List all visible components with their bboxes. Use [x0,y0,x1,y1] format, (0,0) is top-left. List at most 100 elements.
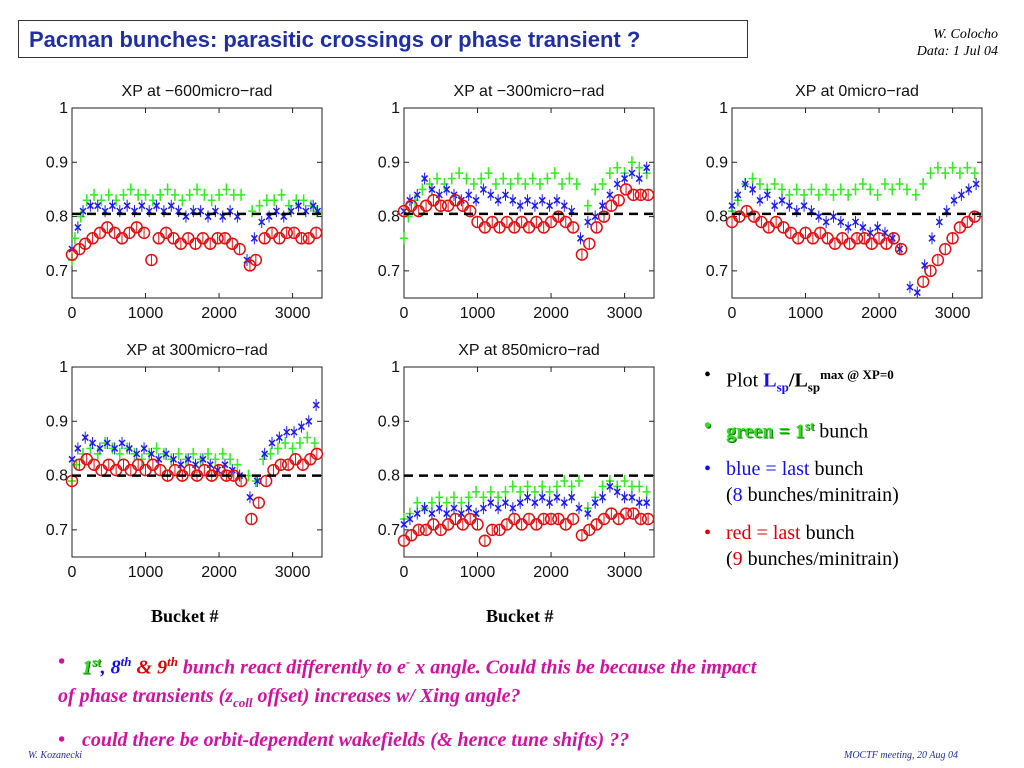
data-point-blue [606,480,614,493]
data-point-red [850,232,864,245]
data-point-blue [598,491,607,504]
data-point-green [814,188,823,201]
series-red [725,204,981,288]
first-bunch-sup: st [92,654,101,669]
legend-blue-paren: ( [726,484,733,507]
data-point-green [748,172,757,185]
data-point-green [572,178,581,190]
data-point-green [170,188,179,201]
data-point-green [97,194,106,207]
data-point-green [189,447,198,460]
data-point-blue [643,496,651,509]
y-tick-label: 0.8 [46,209,68,226]
y-tick-label: 0.8 [46,468,68,485]
data-point-blue [138,199,146,212]
data-point-red [434,199,448,212]
data-point-red [641,188,655,202]
legend-red-paren: ( [726,548,733,571]
data-point-red [894,242,908,256]
data-point-green [494,491,503,504]
legend-red-num: 9 [732,548,743,571]
data-point-green [800,188,809,201]
data-point-red [249,253,263,267]
plot-xp-minus-300: XP at −300micro−rad 0.7 0.8 0.9 1 0 1000 2000 30… [378,83,655,322]
data-point-blue [859,221,867,234]
y-tick-label: 0.9 [46,154,68,171]
data-point-green [501,485,510,498]
series-green [728,161,979,218]
data-point-blue [516,496,524,509]
data-point-green [528,172,537,185]
y-tick-label: 0.8 [706,209,728,226]
data-point-green [933,161,942,174]
y-tick-label: 1 [391,359,400,376]
data-point-green [141,188,150,201]
data-point-green [251,475,260,487]
legend-green-suffix: bunch [814,420,869,443]
data-point-blue [771,199,779,212]
data-point-blue [538,491,546,504]
x-tick-label: 3000 [275,564,311,581]
data-point-red [590,221,603,234]
data-point-green [229,188,238,201]
data-point-blue [479,502,487,515]
data-point-blue [413,188,421,201]
data-point-red [544,512,558,526]
x-tick-label: 2000 [533,564,569,581]
data-point-blue [546,199,554,212]
data-point-blue [741,178,749,190]
data-point-blue [560,199,568,212]
x-tick-label: 1000 [128,305,164,322]
series-blue [68,399,320,504]
data-point-green [115,447,124,460]
data-point-green [82,194,91,207]
data-point-blue [118,437,126,449]
data-point-green [903,183,911,196]
data-point-blue [246,491,254,504]
data-point-red [310,447,324,461]
data-point-green [567,480,576,493]
data-point-green [545,485,554,498]
conclusion-bullet-1: • 1st, 8th & 9th bunch react differently… [58,648,988,717]
data-point-green [486,485,495,498]
legend-red-suffix: bunch [800,522,855,545]
data-point-green [233,458,242,471]
data-point-blue [421,172,429,185]
data-point-green [822,183,831,196]
y-tick-label: 1 [719,100,728,117]
data-point-blue [523,194,532,207]
legend-red-row: • red = last bunch (9 bunches/minitrain) [704,520,1004,572]
x-tick-label: 1000 [460,305,496,322]
data-point-blue [494,194,502,207]
data-point-green [152,442,161,455]
data-point-green [565,172,574,185]
data-point-blue [553,194,561,207]
data-point-green [785,188,794,201]
data-point-red [485,523,499,537]
data-point-green [598,178,607,190]
data-point-green [895,178,904,190]
data-point-blue [275,431,283,444]
data-point-blue [928,232,936,245]
data-point-blue [606,188,614,201]
data-point-green [295,437,304,449]
plot-xp-300: XP at 300micro−rad 0.7 0.8 0.9 1 0 1000 2000 300… [46,342,324,581]
footer-meeting: MOCTF meeting, 20 Aug 04 [844,750,958,761]
y-tick-label: 0.7 [46,522,68,539]
data-point-blue [421,502,429,515]
bullet: • [704,364,712,386]
data-point-blue [584,216,592,228]
data-point-blue [103,437,111,449]
data-point-blue [428,507,436,520]
data-point-blue [435,502,443,515]
data-point-green [273,442,282,455]
legend-blue-label: blue = last [726,458,810,481]
data-point-blue [568,491,576,504]
data-point-blue [756,194,764,207]
y-tick-label: 1 [59,359,68,376]
data-point-green [222,183,231,196]
first-bunch-label: 1 [82,656,92,679]
x-tick-label: 2000 [201,564,237,581]
plot-title: XP at −600micro−rad [122,83,273,100]
data-point-green [778,183,786,196]
